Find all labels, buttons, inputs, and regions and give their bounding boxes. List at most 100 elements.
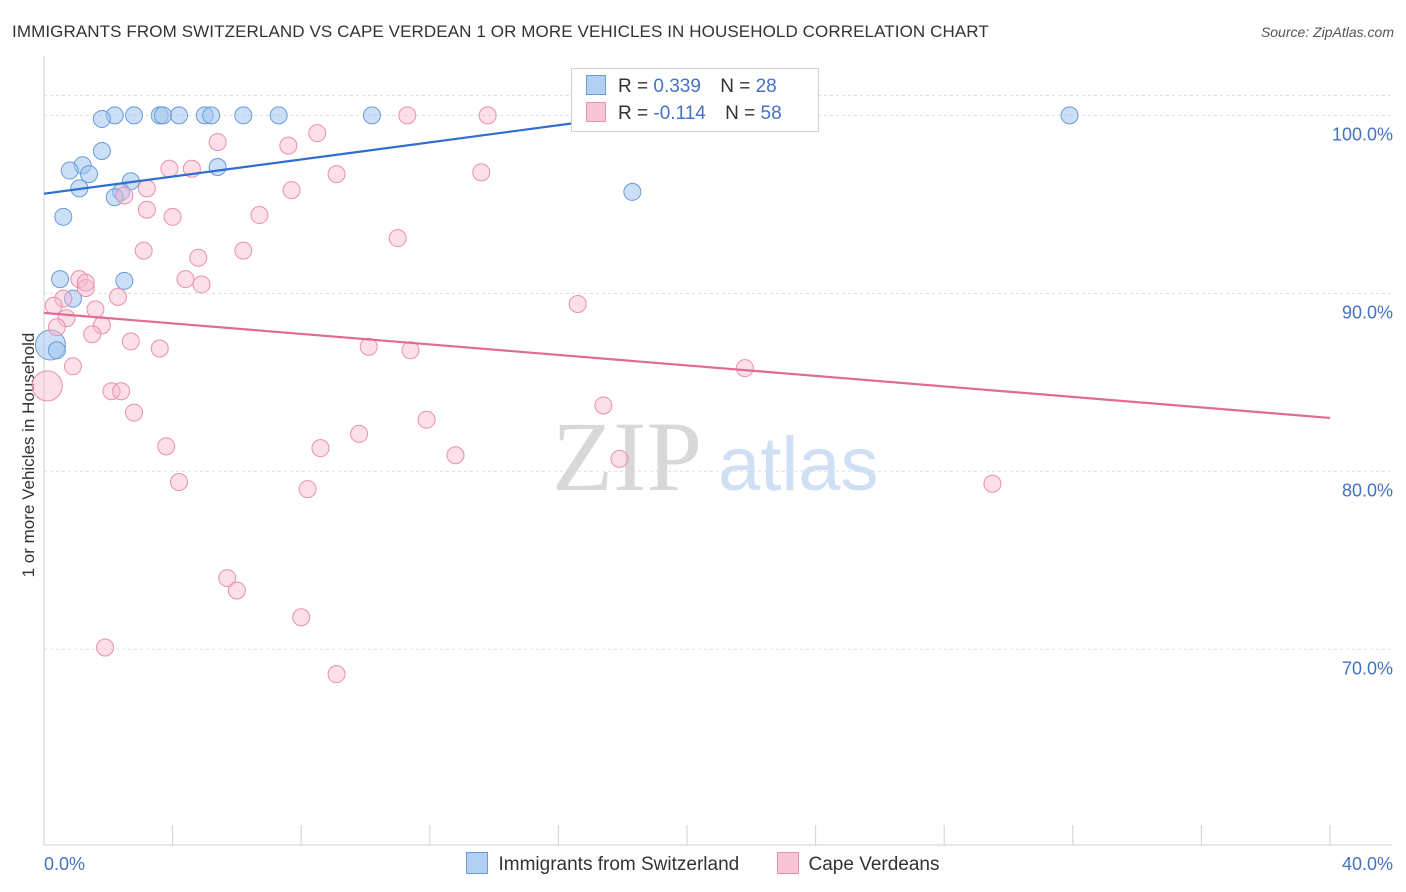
point-switzerland[interactable]: [60, 161, 79, 180]
point-cape-verdeans[interactable]: [308, 124, 327, 143]
point-cape-verdeans[interactable]: [478, 106, 497, 125]
point-cape-verdeans[interactable]: [398, 106, 417, 125]
point-cape-verdeans[interactable]: [234, 241, 253, 260]
point-switzerland[interactable]: [92, 141, 111, 160]
point-cape-verdeans[interactable]: [227, 581, 246, 600]
legend-swatch-pink: [586, 102, 606, 122]
stats-legend: R = 0.339 N = 28 R = -0.114 N = 58: [571, 68, 819, 132]
point-cape-verdeans[interactable]: [157, 437, 176, 456]
point-cape-verdeans[interactable]: [125, 403, 144, 422]
point-cape-verdeans[interactable]: [983, 474, 1002, 493]
source-label: Source: ZipAtlas.com: [1260, 24, 1394, 40]
point-cape-verdeans[interactable]: [208, 133, 227, 152]
point-cape-verdeans[interactable]: [134, 241, 153, 260]
point-cape-verdeans[interactable]: [359, 337, 378, 356]
series-legend: Immigrants from Switzerland Cape Verdean…: [0, 852, 1406, 876]
axes-layer: [43, 56, 1392, 846]
y-tick-label: 90.0%: [1342, 302, 1393, 322]
point-cape-verdeans[interactable]: [115, 186, 134, 205]
point-cape-verdeans[interactable]: [282, 181, 301, 200]
point-switzerland[interactable]: [92, 109, 111, 128]
y-axis-label: 1 or more Vehicles in Household: [19, 333, 38, 578]
point-cape-verdeans[interactable]: [121, 332, 140, 351]
y-tick-label: 80.0%: [1342, 480, 1393, 500]
chart-title: IMMIGRANTS FROM SWITZERLAND VS CAPE VERD…: [12, 22, 989, 41]
point-cape-verdeans[interactable]: [472, 163, 491, 182]
point-switzerland[interactable]: [80, 165, 99, 184]
trendline-cape-verdeans: [43, 311, 1331, 420]
point-cape-verdeans[interactable]: [250, 206, 269, 225]
point-cape-verdeans[interactable]: [163, 207, 182, 226]
n-label: N =: [720, 76, 751, 97]
point-cape-verdeans[interactable]: [594, 396, 613, 415]
r-label: R =: [618, 76, 649, 97]
legend-swatch-switzerland: [466, 852, 489, 874]
point-cape-verdeans[interactable]: [446, 446, 465, 465]
y-tick-label: 70.0%: [1342, 658, 1393, 678]
watermark-atlas: atlas: [718, 422, 879, 507]
legend-swatch-blue: [586, 75, 606, 95]
legend-item-switzerland[interactable]: Immigrants from Switzerland: [466, 852, 739, 876]
point-switzerland[interactable]: [362, 106, 381, 125]
x-tick-label-max: 40.0%: [1342, 854, 1393, 874]
point-switzerland[interactable]: [269, 106, 288, 125]
point-switzerland[interactable]: [623, 182, 642, 201]
point-cape-verdeans[interactable]: [96, 638, 115, 657]
point-cape-verdeans[interactable]: [44, 296, 63, 315]
point-cape-verdeans[interactable]: [176, 270, 195, 289]
point-cape-verdeans[interactable]: [279, 136, 298, 155]
point-cape-verdeans[interactable]: [150, 339, 169, 358]
point-cape-verdeans[interactable]: [76, 273, 95, 292]
trendline-switzerland: [43, 114, 633, 195]
point-cape-verdeans[interactable]: [417, 410, 436, 429]
legend-item-cape-verdeans[interactable]: Cape Verdeans: [776, 852, 940, 876]
point-switzerland[interactable]: [125, 106, 144, 125]
point-cape-verdeans[interactable]: [350, 424, 369, 443]
r-value-blue: 0.339: [653, 76, 701, 97]
point-cape-verdeans[interactable]: [610, 449, 629, 468]
point-switzerland[interactable]: [202, 106, 221, 125]
point-cape-verdeans[interactable]: [137, 179, 156, 198]
legend-label-switzerland: Immigrants from Switzerland: [498, 854, 740, 875]
point-cape-verdeans[interactable]: [292, 608, 311, 627]
point-cape-verdeans[interactable]: [31, 370, 63, 402]
point-cape-verdeans[interactable]: [735, 359, 754, 378]
point-switzerland[interactable]: [47, 341, 66, 360]
point-cape-verdeans[interactable]: [102, 382, 121, 401]
point-cape-verdeans[interactable]: [327, 665, 346, 684]
n-label: N =: [725, 103, 756, 124]
point-switzerland[interactable]: [54, 207, 73, 226]
point-cape-verdeans[interactable]: [327, 165, 346, 184]
point-cape-verdeans[interactable]: [108, 287, 127, 306]
grid-layer: [44, 94, 1392, 650]
legend-swatch-cape-verdeans: [776, 852, 799, 874]
point-cape-verdeans[interactable]: [112, 382, 131, 401]
point-switzerland[interactable]: [51, 270, 70, 289]
point-cape-verdeans[interactable]: [298, 480, 317, 499]
point-switzerland[interactable]: [115, 271, 134, 290]
point-cape-verdeans[interactable]: [189, 248, 208, 267]
point-cape-verdeans[interactable]: [218, 569, 237, 588]
point-cape-verdeans[interactable]: [137, 200, 156, 219]
point-switzerland[interactable]: [208, 157, 227, 176]
stats-legend-row-blue: R = 0.339 N = 28: [586, 75, 777, 99]
point-switzerland[interactable]: [63, 289, 82, 308]
point-cape-verdeans[interactable]: [54, 289, 73, 308]
point-cape-verdeans[interactable]: [192, 275, 211, 294]
point-switzerland[interactable]: [170, 106, 189, 125]
point-cape-verdeans[interactable]: [568, 295, 587, 314]
point-switzerland[interactable]: [1060, 106, 1079, 125]
point-cape-verdeans[interactable]: [86, 300, 105, 319]
point-cape-verdeans[interactable]: [388, 229, 407, 248]
point-switzerland[interactable]: [234, 106, 253, 125]
point-cape-verdeans[interactable]: [47, 318, 66, 337]
point-switzerland[interactable]: [153, 106, 172, 125]
point-cape-verdeans[interactable]: [170, 472, 189, 491]
point-cape-verdeans[interactable]: [63, 357, 82, 376]
point-cape-verdeans[interactable]: [83, 325, 102, 344]
point-cape-verdeans[interactable]: [76, 279, 95, 298]
point-cape-verdeans[interactable]: [311, 439, 330, 458]
watermark: ZIP atlas: [552, 401, 879, 512]
point-cape-verdeans[interactable]: [160, 159, 179, 178]
